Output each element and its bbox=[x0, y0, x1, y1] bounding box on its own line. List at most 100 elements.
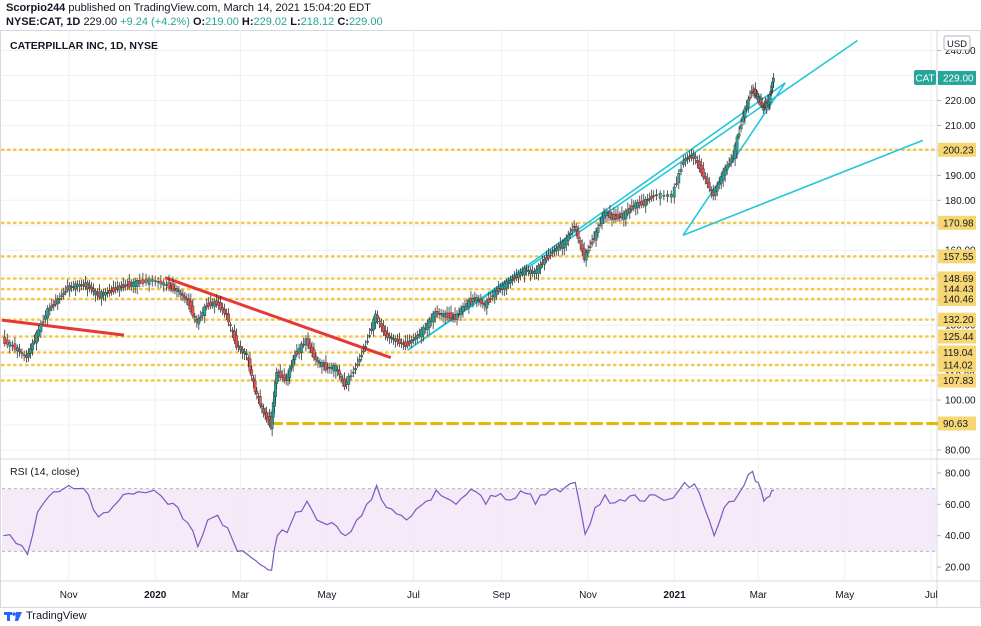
candle-body bbox=[349, 375, 353, 377]
candle-body bbox=[223, 309, 227, 314]
candle-body bbox=[336, 369, 340, 371]
candle-body bbox=[481, 302, 485, 305]
candle-body bbox=[15, 347, 19, 352]
candle-body bbox=[171, 283, 175, 291]
candle-body bbox=[250, 369, 254, 376]
candle-body bbox=[37, 329, 41, 337]
candle-body bbox=[525, 269, 528, 272]
candle-body bbox=[50, 305, 54, 308]
candle-body bbox=[544, 257, 548, 261]
candle-body bbox=[564, 237, 568, 246]
candle-body bbox=[433, 311, 437, 318]
candle-body bbox=[258, 396, 262, 406]
candle-body bbox=[543, 258, 546, 265]
candle-body bbox=[39, 323, 43, 333]
candle-body bbox=[743, 108, 747, 118]
candle-body bbox=[27, 353, 30, 358]
candle-body bbox=[229, 324, 232, 326]
candle-body bbox=[390, 337, 393, 339]
candle-body bbox=[295, 351, 299, 355]
candle-body bbox=[658, 193, 662, 199]
published-text: published on TradingView.com, March 14, … bbox=[68, 2, 371, 14]
candle-body bbox=[5, 339, 9, 345]
candle-body bbox=[691, 153, 695, 159]
candle-body bbox=[183, 296, 187, 299]
candle-body bbox=[245, 353, 248, 355]
rsi-tick-label: 80.00 bbox=[945, 468, 970, 479]
candle-body bbox=[147, 278, 151, 285]
level-label-box bbox=[938, 271, 976, 286]
candle-body bbox=[723, 167, 727, 176]
candle-body bbox=[177, 290, 181, 293]
currency-box bbox=[943, 35, 971, 51]
candle-body bbox=[94, 290, 97, 295]
level-label-box bbox=[938, 358, 976, 373]
candle-body bbox=[427, 319, 431, 329]
candle-body bbox=[703, 176, 707, 179]
level-label: 148.69 bbox=[943, 274, 974, 285]
candle-body bbox=[41, 321, 45, 324]
candle-body bbox=[324, 362, 328, 371]
candle-body bbox=[380, 323, 383, 328]
candle-body bbox=[193, 316, 197, 318]
candle-body bbox=[354, 368, 357, 371]
candle-body bbox=[509, 279, 513, 284]
time-tick-label: May bbox=[317, 590, 336, 601]
candle-body bbox=[729, 158, 733, 163]
level-label: 114.02 bbox=[943, 361, 973, 372]
candle-body bbox=[56, 298, 60, 305]
level-label-box bbox=[938, 249, 976, 264]
candle-body bbox=[650, 195, 654, 199]
candle-body bbox=[138, 280, 142, 284]
rsi-tick-label: 20.00 bbox=[945, 563, 970, 574]
candle-body bbox=[431, 313, 435, 323]
price-tick-label: 190.00 bbox=[945, 171, 976, 182]
currency-label: USD bbox=[947, 39, 967, 50]
candle-body bbox=[219, 302, 223, 310]
candle-body bbox=[64, 290, 68, 293]
candle-body bbox=[600, 216, 604, 225]
candle-body bbox=[578, 240, 582, 244]
candle-body bbox=[288, 368, 292, 378]
candle-body bbox=[312, 349, 316, 359]
candle-body bbox=[35, 332, 38, 344]
candle-body bbox=[580, 244, 584, 252]
candle-body bbox=[358, 359, 362, 363]
candle-body bbox=[584, 251, 588, 261]
candle-body bbox=[62, 292, 66, 295]
rsi-title: RSI (14, close) bbox=[10, 466, 79, 478]
candle-body bbox=[737, 133, 741, 137]
candle-body bbox=[471, 298, 475, 302]
candle-body bbox=[243, 351, 246, 354]
candle-body bbox=[203, 306, 207, 316]
level-label-box bbox=[938, 142, 976, 157]
level-label: 125.44 bbox=[943, 332, 974, 343]
price-change: +9.24 (+4.2%) bbox=[120, 16, 190, 28]
level-label: 144.43 bbox=[943, 285, 974, 296]
candle-body bbox=[290, 366, 293, 369]
candle-body bbox=[684, 158, 687, 162]
candle-body bbox=[308, 343, 312, 349]
candle-body bbox=[479, 299, 483, 304]
candle-body bbox=[231, 329, 234, 332]
footer-brand: TradingView bbox=[26, 610, 87, 622]
level-label-box bbox=[938, 215, 976, 230]
candle-body bbox=[523, 267, 526, 276]
candle-body bbox=[162, 282, 166, 286]
price-tick-label: 220.00 bbox=[945, 96, 976, 107]
candle-body bbox=[652, 195, 656, 197]
candle-body bbox=[463, 305, 467, 308]
candle-body bbox=[681, 161, 685, 165]
candle-body bbox=[378, 320, 381, 323]
candle-body bbox=[339, 376, 343, 378]
candle-body bbox=[467, 299, 471, 307]
candle-body bbox=[386, 332, 389, 338]
candle-body bbox=[497, 287, 501, 292]
candle-body bbox=[487, 298, 491, 303]
red-trendline bbox=[164, 276, 392, 360]
candle-body bbox=[568, 232, 572, 235]
candle-body bbox=[566, 234, 570, 241]
footer: TradingView bbox=[4, 610, 87, 622]
price-tick-label: 80.00 bbox=[945, 446, 970, 457]
